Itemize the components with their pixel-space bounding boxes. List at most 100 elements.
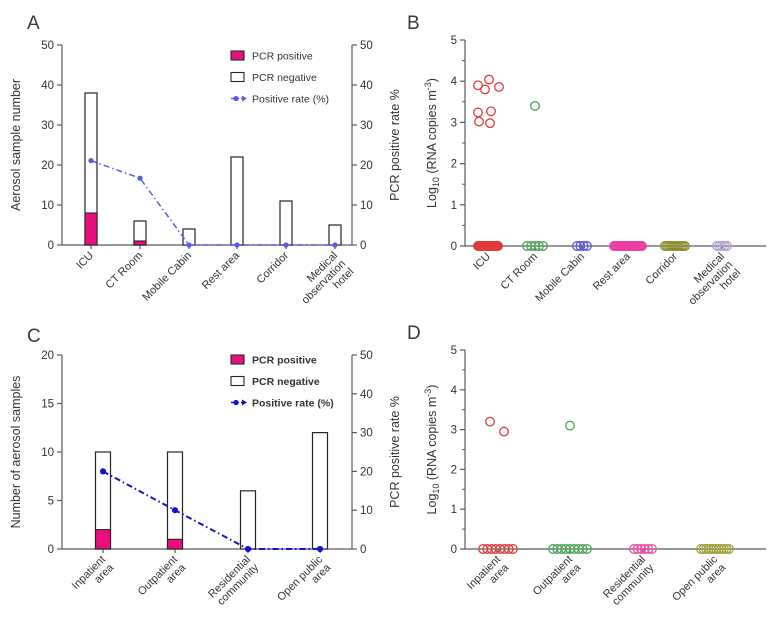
y2-tick-label: 30 bbox=[360, 428, 373, 440]
y-tick-label: 15 bbox=[41, 399, 54, 411]
data-point-zero bbox=[680, 241, 690, 251]
data-point-zero bbox=[639, 544, 650, 554]
data-point-zero bbox=[632, 544, 643, 554]
y2-axis-label: PCR positive rate % bbox=[388, 89, 402, 201]
y-tick-label: 20 bbox=[41, 160, 54, 172]
data-point-zero bbox=[708, 544, 719, 554]
bar-pcr-negative bbox=[230, 156, 244, 246]
x-tick-label: Rest area bbox=[591, 250, 634, 293]
data-point-zero bbox=[714, 241, 725, 251]
y-axis-label: Log10 (RNA copies m-3) bbox=[423, 385, 441, 515]
data-point-zero bbox=[724, 544, 734, 554]
data-point-zero bbox=[493, 241, 503, 251]
y-axis-label: Log10 (RNA copies m-3) bbox=[423, 78, 441, 208]
data-point-positive bbox=[473, 107, 483, 118]
data-point-zero bbox=[508, 544, 518, 554]
legend-swatch-pcr-positive bbox=[230, 354, 245, 365]
y-tick-label: 1 bbox=[451, 504, 457, 516]
data-point-zero bbox=[718, 544, 729, 554]
panel-b: 0 1 2 3 4 5 Log10 (RNA copies m-3) ICU CT RoomMo… bbox=[423, 35, 766, 307]
y-tick-label: 4 bbox=[451, 76, 458, 88]
y2-tick-label: 0 bbox=[360, 544, 366, 556]
positive-rate-marker bbox=[316, 545, 324, 553]
y2-tick-label: 40 bbox=[360, 80, 373, 92]
scatter-group bbox=[712, 241, 732, 251]
data-point-zero bbox=[575, 241, 586, 251]
data-point-zero bbox=[629, 544, 639, 554]
bar-pcr-positive bbox=[133, 240, 147, 246]
legend-marker-positive-rate-dot bbox=[233, 399, 239, 406]
data-point-zero bbox=[719, 241, 730, 251]
x-tick-label: ICU bbox=[74, 250, 96, 272]
y2-tick-label: 10 bbox=[360, 505, 373, 517]
scatter-group bbox=[609, 241, 647, 251]
data-point-positive bbox=[485, 118, 495, 129]
panel-label-b: B bbox=[407, 13, 420, 34]
y-tick-label: 50 bbox=[41, 40, 54, 52]
data-point-positive bbox=[530, 100, 540, 111]
x-tick-label: ICU bbox=[471, 251, 493, 273]
x-tick-label: Corridor bbox=[255, 249, 292, 286]
y-tick-label: 2 bbox=[451, 159, 457, 171]
y-tick-label: 5 bbox=[48, 496, 54, 508]
y-axis-label: Number of aerosol samples bbox=[9, 376, 23, 529]
data-point-positive bbox=[565, 420, 575, 431]
data-point-zero bbox=[713, 544, 724, 554]
data-point-positive bbox=[485, 416, 495, 427]
panel-label-c: C bbox=[27, 326, 41, 347]
legend-label: PCR positive bbox=[252, 51, 313, 63]
bars bbox=[94, 432, 329, 550]
bar-pcr-positive bbox=[166, 538, 184, 550]
positive-rate-marker bbox=[171, 507, 179, 514]
x-tick-label: Corridor bbox=[644, 250, 681, 287]
data-point-zero bbox=[577, 544, 588, 554]
scatter-group bbox=[522, 100, 548, 251]
data-point-zero bbox=[712, 241, 722, 251]
legend-label: PCR positive bbox=[252, 355, 317, 367]
y-tick-label: 3 bbox=[451, 117, 457, 129]
y2-tick-label: 50 bbox=[360, 350, 373, 362]
y-tick-label: 3 bbox=[451, 425, 457, 437]
legend-label: Positive rate (%) bbox=[252, 94, 329, 106]
bar-pcr-negative bbox=[311, 432, 329, 550]
bars bbox=[84, 92, 342, 246]
legend-marker-positive-rate-arrow bbox=[242, 399, 247, 406]
y-tick-label: 5 bbox=[451, 35, 457, 47]
data-point-positive bbox=[494, 82, 504, 92]
y-tick-label: 30 bbox=[41, 120, 54, 132]
data-point-zero bbox=[503, 544, 514, 554]
positive-rate-line bbox=[99, 468, 324, 553]
positive-rate-marker bbox=[137, 175, 143, 181]
legend-label: Positive rate (%) bbox=[252, 398, 334, 410]
y2-tick-label: 20 bbox=[360, 160, 373, 172]
bar-pcr-negative bbox=[279, 200, 293, 246]
data-point-positive bbox=[474, 116, 484, 127]
bar-pcr-negative bbox=[328, 224, 342, 246]
positive-rate-path bbox=[90, 159, 335, 246]
data-point-zero bbox=[637, 241, 647, 251]
data-point-zero bbox=[706, 544, 717, 554]
data-point-zero bbox=[721, 544, 732, 554]
legend-swatch-pcr-negative bbox=[230, 71, 245, 83]
data-point-positive bbox=[486, 106, 496, 117]
panel-a: 0 10 20 30 40 50 0 10 20 30 40 50 Aerosol sample num… bbox=[9, 40, 402, 306]
bar-pcr-positive bbox=[84, 212, 98, 246]
positive-rate-marker bbox=[234, 242, 240, 248]
legend-label: PCR negative bbox=[252, 72, 317, 84]
data-point-zero bbox=[572, 241, 582, 251]
y-tick-label: 0 bbox=[451, 544, 457, 556]
y-tick-label: 5 bbox=[451, 345, 457, 357]
positive-rate-path bbox=[102, 470, 320, 550]
y-tick-label: 1 bbox=[451, 200, 457, 212]
data-point-zero bbox=[582, 241, 592, 251]
y-tick-label: 0 bbox=[451, 241, 457, 253]
panel-label-a: A bbox=[27, 13, 40, 34]
x-tick-label: Rest area bbox=[200, 249, 243, 292]
legend-marker-positive-rate-arrow bbox=[242, 95, 247, 102]
data-point-zero bbox=[643, 544, 654, 554]
scatter-group bbox=[629, 544, 657, 554]
legend: PCR positive PCR negative Positive rate (%… bbox=[230, 50, 329, 106]
data-point-positive bbox=[499, 426, 509, 437]
